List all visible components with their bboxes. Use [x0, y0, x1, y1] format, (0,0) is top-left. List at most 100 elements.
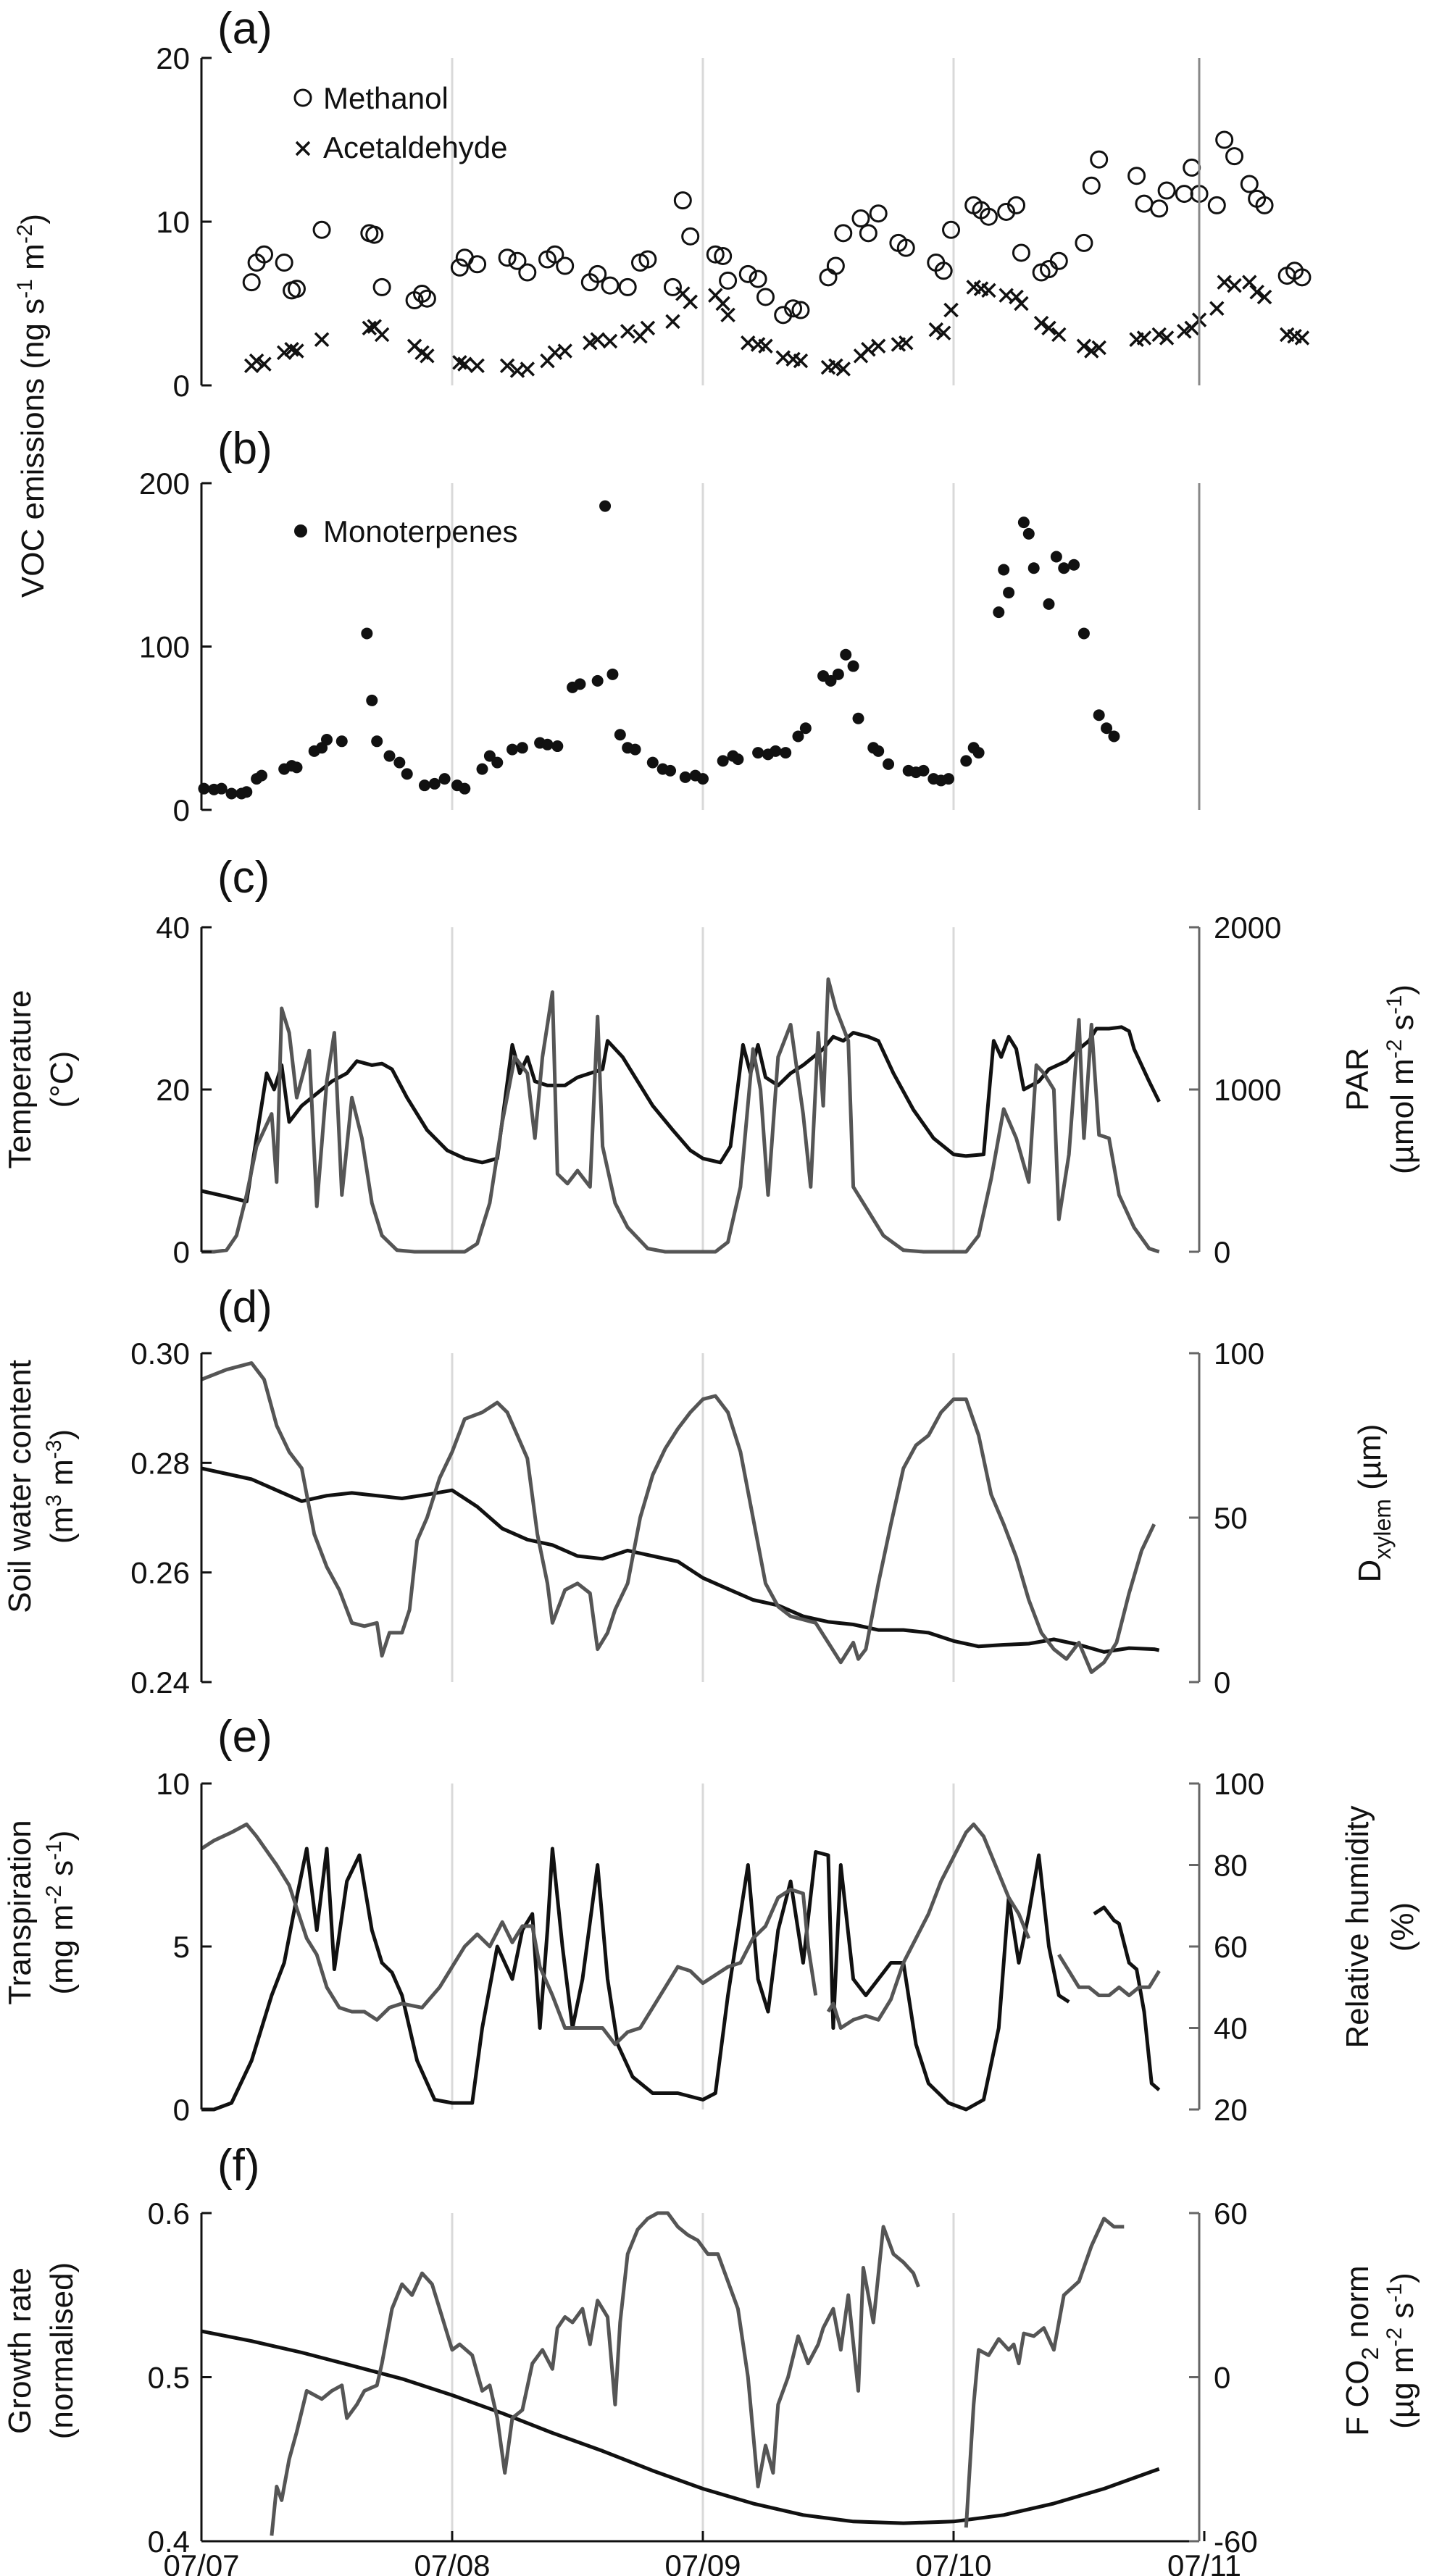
- point-monoterpenes: [1017, 517, 1030, 529]
- point-monoterpenes: [1022, 527, 1035, 540]
- y2-tick-label-d: 100: [1214, 1337, 1264, 1371]
- c-right-ylabel-1: PAR: [1340, 1047, 1375, 1111]
- line-f-co2-norm: [964, 2217, 1125, 2528]
- point-monoterpenes: [198, 782, 210, 795]
- point-acetaldehyde: [583, 335, 598, 351]
- panel-label-b: (b): [217, 424, 272, 474]
- point-acetaldehyde: [870, 338, 886, 354]
- point-methanol: [749, 269, 767, 288]
- point-methanol: [1012, 243, 1030, 262]
- y2-tick-label-c: 2000: [1214, 911, 1281, 945]
- point-monoterpenes: [371, 735, 383, 748]
- point-methanol: [1075, 233, 1093, 252]
- legend-acetaldehyde-label: Acetaldehyde: [323, 130, 508, 164]
- point-methanol: [1150, 199, 1169, 218]
- point-acetaldehyde: [457, 356, 472, 372]
- point-monoterpenes: [840, 648, 852, 661]
- point-acetaldehyde: [943, 302, 959, 318]
- f-right-ylabel-1: F CO2 norm: [1340, 2265, 1383, 2435]
- e-right-ylabel-2: (%): [1385, 1902, 1420, 1952]
- line-transpiration: [201, 1847, 1070, 2112]
- point-monoterpenes: [476, 763, 488, 775]
- point-monoterpenes: [883, 758, 895, 770]
- point-monoterpenes: [664, 764, 677, 777]
- point-methanol: [1090, 150, 1109, 169]
- point-methanol: [896, 238, 915, 257]
- point-monoterpenes: [541, 738, 554, 750]
- panel-label-f: (f): [217, 2141, 260, 2191]
- point-methanol: [1175, 185, 1193, 204]
- point-monoterpenes: [614, 729, 626, 741]
- point-monoterpenes: [679, 771, 691, 783]
- d-right-ylabel: Dxylem (µm): [1352, 1424, 1396, 1583]
- point-acetaldehyde: [1294, 330, 1310, 346]
- gridlines: [451, 58, 955, 2541]
- y2-tick-label-e: 20: [1214, 2093, 1248, 2127]
- legend-acetaldehyde-marker: [295, 141, 311, 156]
- point-acetaldehyde: [1159, 330, 1175, 346]
- point-monoterpenes: [1077, 627, 1090, 640]
- point-monoterpenes: [383, 750, 396, 762]
- point-acetaldehyde: [835, 361, 851, 377]
- point-methanol: [1225, 147, 1244, 166]
- legend-methanol-label: Methanol: [323, 81, 449, 115]
- point-methanol: [1240, 175, 1259, 193]
- point-methanol: [719, 271, 738, 290]
- point-monoterpenes: [321, 734, 333, 746]
- y-tick-label-a: 0: [173, 369, 190, 403]
- point-acetaldehyde: [1217, 275, 1232, 290]
- c-left-ylabel-1: Temperature: [2, 990, 38, 1168]
- y-tick-label-f: 0.4: [148, 2525, 190, 2559]
- point-methanol: [859, 224, 877, 243]
- y-tick-label-e: 10: [156, 1767, 190, 1801]
- point-methanol: [255, 245, 273, 264]
- point-monoterpenes: [872, 745, 885, 757]
- point-methanol: [365, 225, 384, 244]
- f-left-ylabel-1: Growth rate: [2, 2267, 38, 2434]
- point-acetaldehyde: [1209, 301, 1225, 317]
- point-monoterpenes: [291, 761, 303, 774]
- point-monoterpenes: [483, 750, 496, 762]
- point-acetaldehyde: [602, 333, 618, 349]
- point-acetaldehyde: [499, 358, 515, 374]
- y-tick-label-d: 0.30: [130, 1337, 190, 1371]
- point-monoterpenes: [428, 777, 441, 790]
- point-acetaldehyde: [828, 358, 843, 374]
- point-monoterpenes: [225, 787, 238, 800]
- y-tick-label-d: 0.24: [130, 1665, 190, 1699]
- point-methanol: [1157, 181, 1176, 200]
- legend-monoterpenes-marker: [294, 524, 307, 538]
- point-monoterpenes: [972, 747, 985, 759]
- point-methanol: [1293, 268, 1312, 287]
- point-methanol: [869, 204, 888, 223]
- x-tick-label: 07/10: [915, 2548, 991, 2576]
- point-monoterpenes: [799, 722, 812, 735]
- point-acetaldehyde: [981, 283, 996, 298]
- point-methanol: [498, 248, 517, 267]
- d-left-ylabel-2: (m3 m-3): [42, 1429, 80, 1544]
- point-methanol: [942, 220, 961, 239]
- point-acetaldehyde: [793, 353, 809, 369]
- y-tick-label-c: 40: [156, 911, 190, 945]
- point-methanol: [934, 262, 953, 280]
- point-monoterpenes: [606, 668, 619, 680]
- point-methanol: [738, 264, 757, 283]
- point-monoterpenes: [438, 773, 451, 785]
- point-acetaldehyde: [758, 338, 773, 354]
- line-temperature: [201, 1025, 1161, 1204]
- point-methanol: [1215, 130, 1234, 149]
- point-methanol: [287, 280, 306, 298]
- point-acetaldehyde: [935, 325, 951, 340]
- line-d-xylem: [201, 1361, 1156, 1674]
- point-monoterpenes: [780, 747, 792, 759]
- point-methanol: [791, 301, 810, 319]
- line-relative-humidity: [826, 1822, 1031, 2030]
- y-tick-label-e: 5: [173, 1930, 190, 1964]
- data-layer: [198, 130, 1312, 2536]
- point-monoterpenes: [792, 730, 804, 743]
- point-acetaldehyde: [1256, 289, 1272, 305]
- point-acetaldehyde: [249, 353, 264, 369]
- panel-label-d: (d): [217, 1282, 272, 1332]
- point-methanol: [1127, 167, 1146, 185]
